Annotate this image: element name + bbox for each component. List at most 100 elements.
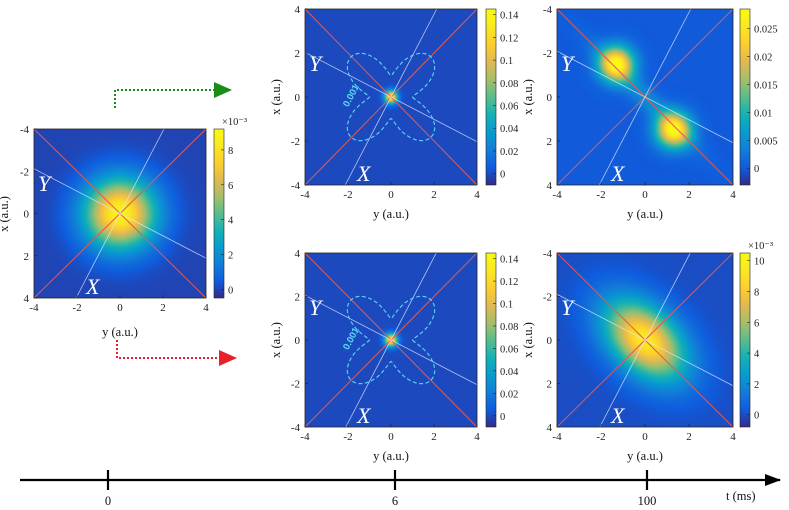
colorbar-tick-label: 0.025 [754,25,778,36]
y-axis-label: x (a.u.) [269,79,283,115]
x-tick-label: 0 [642,189,648,201]
x-tick-label: -4 [300,189,310,201]
time-tick-label: 0 [105,494,111,508]
colorbar-tick-label: 10 [754,257,765,268]
y-tick-label: 0 [295,92,301,104]
rotated-y-label: Y [561,295,576,320]
y-tick-label: -2 [543,292,552,304]
rotated-x-label: X [356,403,372,428]
colorbar [213,128,225,299]
y-tick-label: 4 [547,180,553,192]
x-tick-label: 4 [730,431,736,443]
y-axis-label: x (a.u.) [521,322,535,358]
time-axis-label: t (ms) [726,489,756,503]
rotated-x-label: X [610,403,626,428]
colorbar-tick-label: 0.01 [754,108,772,119]
rotated-x-axis [344,8,438,186]
y-tick-label: -2 [20,166,29,178]
x-tick-label: 2 [686,431,692,443]
rotated-x-axis [345,252,437,428]
colorbar-tick-label: 0.1 [500,300,513,311]
colorbar-tick-label: 0.12 [500,277,518,288]
y-tick-label: -4 [543,248,553,260]
colorbar-exponent: ×10⁻³ [222,117,247,128]
rotated-x-label: X [85,274,101,299]
rotated-x-label: X [356,161,372,186]
x-tick-label: 2 [686,189,692,201]
y-tick-label: 0 [547,335,553,347]
colorbar-tick-label: 0.1 [500,56,513,67]
x-tick-label: -2 [343,431,352,443]
colorbar-tick-label: 0.02 [500,389,518,400]
y-axis-label: x (a.u.) [269,322,283,358]
x-tick-label: -2 [596,189,605,201]
lower-branch-arrow [116,340,237,366]
colorbar-tick-label: 0.04 [500,124,519,135]
colorbar-tick-label: 4 [754,349,760,360]
y-tick-label: 2 [547,379,553,391]
contour-line [346,295,436,385]
colorbar-tick-label: 0 [754,411,759,422]
x-axis-label: y (a.u.) [373,449,409,463]
y-axis-label: x (a.u.) [521,79,535,115]
colorbar-tick-label: 0.14 [500,255,519,266]
contour-line [346,52,436,142]
x-tick-label: -4 [29,302,39,314]
y-tick-label: 0 [295,335,301,347]
x-tick-label: 0 [388,189,394,201]
rotated-y-label: Y [309,295,324,320]
y-tick-label: 0 [547,92,553,104]
colorbar-tick-label: 0.06 [500,102,518,113]
colorbar-tick-label: 0.08 [500,322,518,333]
colorbar-exponent: ×10⁻³ [748,241,773,252]
colorbar-tick-label: 0.06 [500,344,518,355]
colorbar-tick-label: 0 [754,164,759,175]
colorbar-tick-label: 4 [228,216,234,227]
x-axis-label: y (a.u.) [102,325,138,339]
y-tick-label: 2 [295,48,301,60]
y-axis-label: x (a.u.) [0,196,11,232]
colorbar-tick-label: 0.04 [500,367,519,378]
x-tick-label: 2 [160,302,166,314]
rotated-y-label: Y [38,171,53,196]
colorbar-tick-label: 0.02 [754,52,772,63]
time-axis: 0 6 100 t (ms) [20,470,781,508]
colorbar-tick-label: 0.14 [500,11,519,22]
colorbar [485,252,497,428]
x-tick-label: 4 [474,431,480,443]
rotated-x-axis [75,128,165,299]
time-tick-label: 6 [392,494,398,508]
rotated-x-label: X [610,161,626,186]
colorbar-tick-label: 6 [754,318,759,329]
x-tick-label: -2 [343,189,352,201]
rotated-y-label: Y [561,51,576,76]
x-tick-label: -4 [300,431,310,443]
colorbar-tick-label: 8 [228,146,233,157]
y-tick-label: -2 [543,48,552,60]
colorbar [739,252,751,428]
x-tick-label: 4 [474,189,480,201]
colorbar-tick-label: 2 [228,250,233,261]
x-axis-label: y (a.u.) [373,207,409,221]
x-tick-label: 0 [642,431,648,443]
x-axis-label: y (a.u.) [627,449,663,463]
x-tick-label: 4 [730,189,736,201]
colorbar-tick-label: 0.02 [500,147,518,158]
colorbar-tick-label: 0.08 [500,79,518,90]
y-tick-label: -4 [291,422,301,434]
colorbar-tick-label: 0.005 [754,136,778,147]
y-tick-label: 4 [295,248,301,260]
y-tick-label: 2 [547,136,553,148]
x-tick-label: 2 [431,189,437,201]
x-tick-label: -2 [72,302,81,314]
colorbar-tick-label: 0 [500,170,505,181]
y-tick-label: -4 [291,180,301,192]
x-tick-label: 0 [117,302,123,314]
colorbar-tick-label: 0.12 [500,33,518,44]
time-tick-label: 100 [638,494,657,508]
y-tick-label: -2 [291,379,300,391]
x-axis-label: y (a.u.) [627,207,663,221]
